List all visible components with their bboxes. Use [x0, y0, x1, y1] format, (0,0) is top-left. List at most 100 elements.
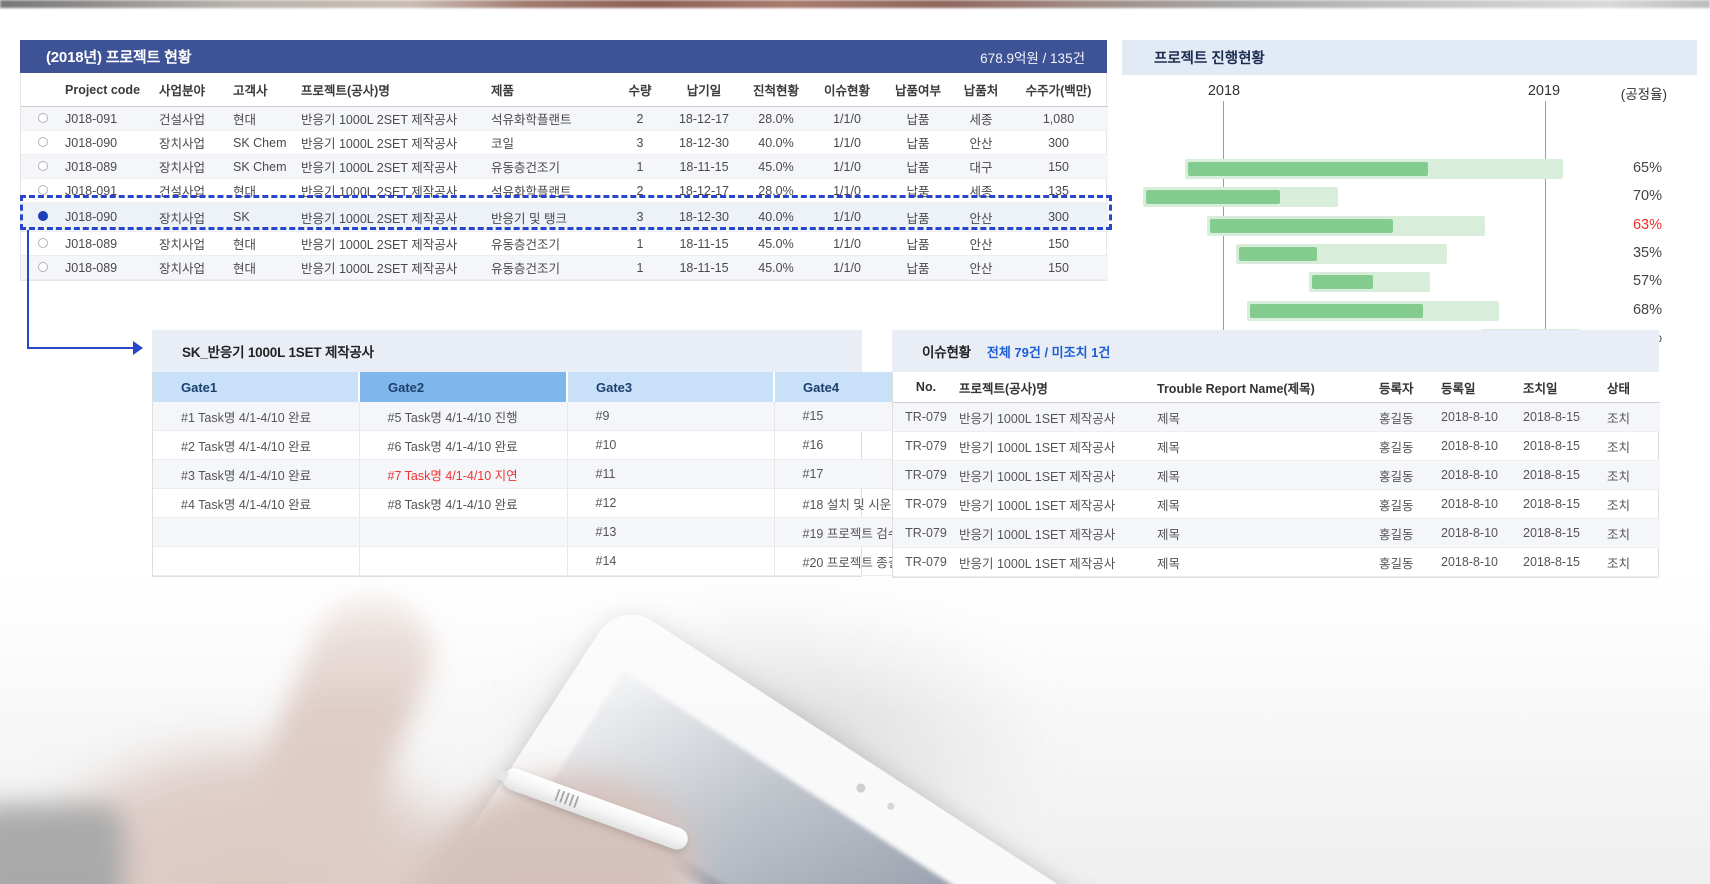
cell-issues: 1/1/0 [811, 106, 883, 131]
gate-task-cell: #13 [567, 517, 775, 547]
gate-task-cell [153, 546, 360, 576]
project-column-header: 이슈현황 [811, 73, 883, 107]
issue-table-wrap: No. 프로젝트(공사)명 Trouble Report Name(제목) 등록자 등록… [892, 372, 1660, 578]
cell-qty: 3 [613, 130, 667, 155]
issue-cell-title: 제목 [1157, 431, 1379, 461]
gantt-row: 63% [1122, 216, 1697, 236]
gantt-row: 65% [1122, 159, 1697, 179]
issue-cell-no: TR-079 [893, 402, 959, 432]
issue-table-row[interactable]: TR-079 반응기 1000L 1SET 제작공사 제목 홍길동 2018-8-10 2… [893, 518, 1660, 548]
project-status-panel: (2018년) 프로젝트 현황 678.9억원 / 135건 Project c… [20, 40, 1108, 281]
issue-cell-reg_date: 2018-8-10 [1441, 460, 1523, 490]
cell-site: 안산 [953, 255, 1009, 280]
project-table-row[interactable]: J018-089 장치사업 현대 반응기 1000L 2SET 제작공사 유동층건조기 1… [21, 231, 1108, 256]
gate-task-cell: #8 Task명 4/1-4/10 완료 [359, 488, 568, 518]
gate-column-header-2[interactable]: Gate2 [359, 372, 568, 402]
issue-table-body: TR-079 반응기 1000L 1SET 제작공사 제목 홍길동 2018-8-10 2… [893, 402, 1660, 577]
radio-cell[interactable] [21, 130, 65, 155]
cell-site: 세종 [953, 106, 1009, 131]
selection-connector-arrow-icon [133, 341, 143, 355]
project-column-header: 프로젝트(공사)명 [301, 73, 491, 107]
cell-division: 건설사업 [159, 106, 233, 131]
issue-table-row[interactable]: TR-079 반응기 1000L 1SET 제작공사 제목 홍길동 2018-8-10 2… [893, 431, 1660, 461]
project-table-wrap: Project code 사업분야 고객사 프로젝트(공사)명 제품 수량 납기일 진척현황 이… [20, 73, 1108, 281]
radio-cell[interactable] [21, 178, 65, 203]
cell-client: SK [233, 202, 301, 232]
cell-issues: 1/1/0 [811, 130, 883, 155]
cell-due: 18-12-17 [667, 178, 741, 203]
issue-table-row[interactable]: TR-079 반응기 1000L 1SET 제작공사 제목 홍길동 2018-8-10 2… [893, 547, 1660, 577]
project-table-header-row: Project code 사업분야 고객사 프로젝트(공사)명 제품 수량 납기일 진척현황 이… [21, 73, 1108, 107]
gantt-row: 70% [1122, 187, 1697, 207]
gate-table-row: #1 Task명 4/1-4/10 완료 #5 Task명 4/1-4/10 진행… [153, 402, 981, 431]
gantt-percent-label: 35% [1632, 245, 1662, 261]
radio-icon[interactable] [38, 136, 48, 147]
radio-cell[interactable] [21, 154, 65, 179]
gate-table-header-row: Gate1 Gate2 Gate3 Gate4 [153, 372, 981, 402]
radio-icon[interactable] [38, 237, 48, 248]
project-table-row[interactable]: J018-089 장치사업 SK Chem 반응기 1000L 2SET 제작공사 유동… [21, 154, 1108, 179]
issue-table-row[interactable]: TR-079 반응기 1000L 1SET 제작공사 제목 홍길동 2018-8-10 2… [893, 460, 1660, 490]
cell-issues: 1/1/0 [811, 255, 883, 280]
gate-task-cell: #9 [567, 402, 775, 431]
radio-cell[interactable] [21, 106, 65, 131]
issue-status-panel: 이슈현황 전체 79건 / 미조치 1건 No. 프로젝트(공사)명 Trouble… [892, 330, 1660, 578]
cell-delivered: 납품 [883, 178, 953, 203]
project-table-row[interactable]: J018-089 장치사업 현대 반응기 1000L 2SET 제작공사 유동층건조기 1… [21, 255, 1108, 280]
cell-product: 반응기 및 탱크 [491, 202, 613, 232]
gate-task-cell: #7 Task명 4/1-4/10 지연 [359, 459, 568, 489]
radio-icon[interactable] [38, 261, 48, 272]
project-table-row[interactable]: J018-091 건설사업 현대 반응기 1000L 2SET 제작공사 석유화학플랜트… [21, 178, 1108, 203]
issue-cell-registrant: 홍길동 [1379, 402, 1441, 432]
gantt-bar-track [1185, 159, 1563, 179]
cell-delivered: 납품 [883, 130, 953, 155]
issue-cell-reg_date: 2018-8-10 [1441, 402, 1523, 432]
selected-project-gate-panel: SK_반응기 1000L 1SET 제작공사 Gate1 Gate2 Gate3 Ga… [152, 330, 981, 577]
cell-delivered: 납품 [883, 106, 953, 131]
gate-column-header-1[interactable]: Gate1 [153, 372, 360, 402]
gate-task-cell [359, 517, 568, 547]
gantt-row: 57% [1122, 272, 1697, 292]
issue-cell-title: 제목 [1157, 402, 1379, 432]
issue-column-header: 등록일 [1441, 372, 1523, 403]
radio-icon[interactable] [38, 184, 48, 195]
project-total-summary: 678.9억원 / 135건 [980, 50, 1085, 66]
radio-cell[interactable] [21, 202, 65, 232]
radio-icon[interactable] [38, 112, 48, 123]
cell-code: J018-091 [65, 178, 159, 203]
project-table-row[interactable]: J018-091 건설사업 현대 반응기 1000L 2SET 제작공사 석유화학플랜트… [21, 106, 1108, 131]
issue-column-header: 상태 [1607, 372, 1660, 403]
cell-code: J018-090 [65, 202, 159, 232]
cell-due: 18-12-30 [667, 130, 741, 155]
cell-division: 장치사업 [159, 231, 233, 256]
radio-selected-icon[interactable] [38, 211, 48, 221]
gantt-percent-label: 68% [1632, 302, 1662, 318]
progress-panel-header: 프로젝트 진행현황 [1122, 40, 1697, 75]
issue-table-header-row: No. 프로젝트(공사)명 Trouble Report Name(제목) 등록자 등록… [893, 372, 1660, 403]
cell-qty: 2 [613, 106, 667, 131]
issue-count-summary[interactable]: 전체 79건 / 미조치 1건 [986, 344, 1111, 360]
cell-issues: 1/1/0 [811, 154, 883, 179]
project-column-header: 납기일 [667, 73, 741, 107]
cell-client: 현대 [233, 255, 301, 280]
issue-cell-registrant: 홍길동 [1379, 460, 1441, 490]
issue-table-row[interactable]: TR-079 반응기 1000L 1SET 제작공사 제목 홍길동 2018-8-10 2… [893, 402, 1660, 432]
cell-code: J018-090 [65, 130, 159, 155]
issue-cell-action_date: 2018-8-15 [1523, 431, 1607, 461]
gate-panel-title: SK_반응기 1000L 1SET 제작공사 [182, 345, 374, 360]
issue-cell-action_date: 2018-8-15 [1523, 402, 1607, 432]
project-column-header: 사업분야 [159, 73, 233, 107]
project-table-row[interactable]: J018-090 장치사업 SK Chem 반응기 1000L 2SET 제작공사 코일… [21, 130, 1108, 155]
project-table-row[interactable]: J018-090 장치사업 SK 반응기 1000L 2SET 제작공사 반응기 및 탱… [21, 202, 1108, 232]
cell-client: 현대 [233, 231, 301, 256]
issue-table-row[interactable]: TR-079 반응기 1000L 1SET 제작공사 제목 홍길동 2018-8-10 2… [893, 489, 1660, 519]
gate-task-cell: #5 Task명 4/1-4/10 진행 [359, 402, 568, 431]
gate-column-header-3[interactable]: Gate3 [567, 372, 775, 402]
radio-icon[interactable] [38, 160, 48, 171]
cell-qty: 3 [613, 202, 667, 232]
gantt-percent-label: 65% [1632, 160, 1662, 176]
cell-product: 코일 [491, 130, 613, 155]
gridline-2019 [1545, 101, 1546, 330]
gantt-percent-label: 63% [1632, 217, 1662, 233]
